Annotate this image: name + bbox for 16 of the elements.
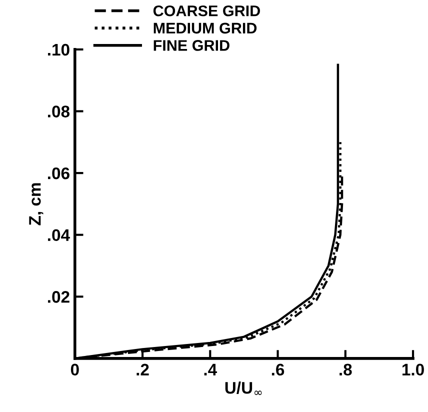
x-axis-title: U/U$_{∞}$ <box>225 382 262 396</box>
legend-label: COARSE GRID <box>153 5 260 16</box>
y-tick-label: .10 <box>48 44 70 56</box>
legend-label: MEDIUM GRID <box>154 22 257 34</box>
y-tick-label: .04 <box>48 229 70 242</box>
y-tick-label: .06 <box>48 167 70 180</box>
x-tick-label: .8 <box>340 364 352 376</box>
y-axis-title: Z, cm <box>29 183 44 226</box>
x-tick-label: 1.0 <box>402 364 424 376</box>
legend-label: FINE GRID <box>154 40 230 51</box>
y-tick-label: .02 <box>48 291 70 303</box>
x-tick-label: .4 <box>204 364 218 376</box>
x-tick-label: .2 <box>136 364 149 376</box>
x-tick-label: 0 <box>70 364 79 376</box>
x-tick-label: .6 <box>272 364 284 376</box>
y-tick-label: .08 <box>48 106 70 118</box>
